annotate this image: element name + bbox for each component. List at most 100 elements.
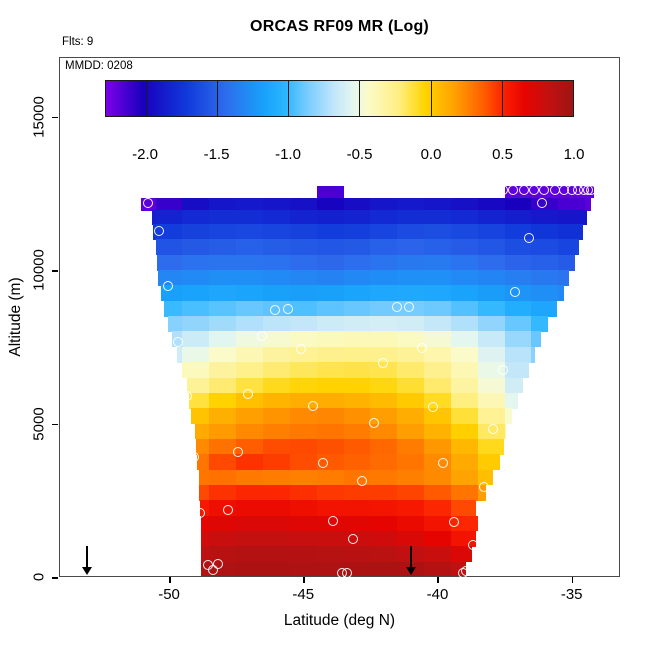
heatmap-cell: [236, 362, 264, 379]
heatmap-cell: [370, 500, 398, 517]
heatmap-cell: [263, 438, 291, 455]
plot-border: [59, 57, 620, 577]
heatmap-cell: [450, 346, 479, 363]
track-point-circle: [498, 185, 509, 196]
heatmap-cell: [450, 454, 479, 471]
heatmap-cell: [558, 198, 586, 211]
heatmap-cell: [450, 392, 479, 409]
track-point-circle: [318, 458, 329, 469]
heatmap-cell: [190, 408, 210, 425]
heatmap-cell: [477, 239, 506, 256]
heatmap-cell: [397, 254, 425, 271]
heatmap-cell: [195, 438, 210, 455]
heatmap-cell: [370, 300, 398, 317]
flight-track-markers: [59, 57, 620, 577]
heatmap-cell: [182, 316, 210, 332]
heatmap-cell: [209, 210, 237, 225]
colorbar-divider: [430, 81, 432, 116]
heatmap-cell: [236, 239, 264, 256]
heatmap-cell: [370, 254, 398, 271]
heatmap-cell: [236, 500, 264, 517]
heatmap-cell: [370, 561, 398, 577]
heatmap-cell: [236, 331, 264, 348]
heatmap-cell: [236, 346, 264, 363]
track-point-circle: [270, 305, 281, 316]
heatmap-cell: [343, 377, 371, 394]
heatmap-cell: [531, 224, 559, 240]
heatmap-cell: [155, 198, 183, 211]
heatmap-cell: [585, 198, 591, 211]
track-point-circle: [368, 418, 379, 429]
heatmap-cell: [370, 530, 398, 547]
heatmap-cell: [263, 377, 291, 394]
heatmap-cell: [397, 454, 425, 471]
heatmap-cell: [397, 270, 425, 286]
colorbar-tick-label: 0.5: [492, 146, 513, 163]
heatmap-cell: [343, 316, 371, 332]
flights-count-label: Flts: 9: [62, 36, 94, 48]
page-title: ORCAS RF09 MR (Log): [250, 18, 429, 35]
heatmap-cell: [182, 300, 210, 317]
heatmap-cell: [316, 561, 344, 577]
heatmap-cell: [289, 210, 318, 225]
track-point-circle: [536, 198, 547, 209]
colorbar-tick-label: 0.0: [420, 146, 442, 163]
heatmap-cell: [236, 515, 264, 532]
heatmap-cell: [182, 224, 210, 240]
heatmap-cell: [450, 438, 479, 455]
heatmap-cell: [397, 224, 425, 240]
heatmap-cell: [155, 239, 183, 256]
heatmap-cell: [316, 392, 344, 409]
heatmap-cell: [343, 331, 371, 348]
heatmap-cell: [198, 484, 210, 501]
heatmap-cell: [504, 254, 532, 271]
heatmap-cell: [370, 392, 398, 409]
heatmap-cell: [558, 285, 565, 302]
heatmap-cell: [370, 515, 398, 532]
heatmap-cell: [424, 438, 452, 455]
colorbar-tick-label: 1.0: [563, 146, 585, 163]
heatmap-cell: [289, 546, 318, 563]
heatmap-cell: [450, 331, 479, 348]
heatmap-cell: [424, 546, 452, 563]
heatmap-cell: [316, 285, 344, 302]
heatmap-cell: [477, 316, 506, 332]
heatmap-cell: [236, 270, 264, 286]
track-point-circle: [460, 565, 471, 576]
heatmap-cell: [289, 377, 318, 394]
track-point-circle: [213, 559, 224, 570]
heatmap-cell: [263, 530, 291, 547]
heatmap-cell: [424, 469, 452, 486]
heatmap-cell: [343, 285, 371, 302]
y-axis-label: Altitude (m): [7, 277, 24, 357]
heatmap-cell: [397, 239, 425, 256]
heatmap-cell: [477, 392, 506, 409]
heatmap-cell: [197, 454, 210, 471]
y-axis-tick: [52, 116, 58, 119]
heatmap-cell: [236, 561, 264, 577]
heatmap-cell: [424, 500, 452, 517]
heatmap-cell: [263, 408, 291, 425]
track-point-circle: [438, 458, 449, 469]
heatmap-cell: [343, 300, 371, 317]
heatmap-cell: [263, 224, 291, 240]
heatmap-cell: [209, 346, 237, 363]
colorbar-divider: [288, 81, 290, 116]
heatmap-cell: [450, 362, 479, 379]
heatmap-cell: [289, 254, 318, 271]
heatmap-cell: [477, 346, 506, 363]
track-point-circle: [223, 505, 234, 516]
heatmap-cell: [316, 362, 344, 379]
heatmap-cell: [450, 500, 476, 517]
heatmap-cell: [316, 546, 344, 563]
colorbar-tick-label: -0.5: [346, 146, 373, 163]
heatmap-cell: [236, 198, 264, 211]
track-point-circle: [403, 302, 414, 313]
heatmap-cell: [316, 331, 344, 348]
reference-arrow: [85, 546, 88, 569]
heatmap-cell: [504, 362, 530, 379]
heatmap-cell: [263, 331, 291, 348]
heatmap-cell: [289, 331, 318, 348]
heatmap-cell: [558, 224, 583, 240]
